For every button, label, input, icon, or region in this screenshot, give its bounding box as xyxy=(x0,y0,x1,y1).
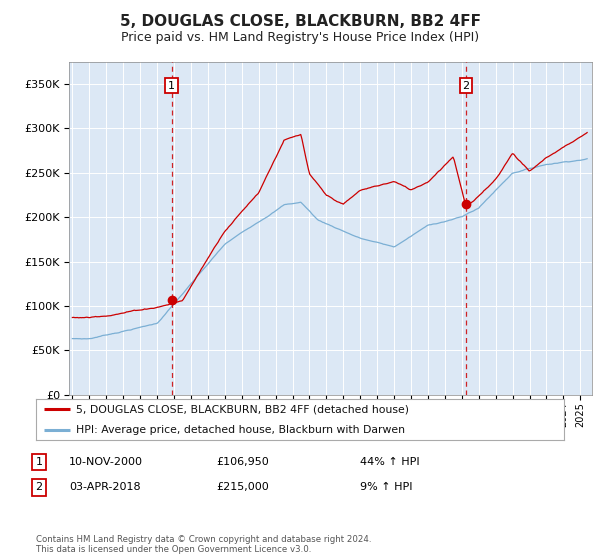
Text: HPI: Average price, detached house, Blackburn with Darwen: HPI: Average price, detached house, Blac… xyxy=(76,424,404,435)
Text: 5, DOUGLAS CLOSE, BLACKBURN, BB2 4FF (detached house): 5, DOUGLAS CLOSE, BLACKBURN, BB2 4FF (de… xyxy=(76,404,409,414)
Text: Price paid vs. HM Land Registry's House Price Index (HPI): Price paid vs. HM Land Registry's House … xyxy=(121,31,479,44)
Text: 2: 2 xyxy=(463,81,470,91)
Text: 44% ↑ HPI: 44% ↑ HPI xyxy=(360,457,419,467)
Text: 9% ↑ HPI: 9% ↑ HPI xyxy=(360,482,413,492)
Text: 5, DOUGLAS CLOSE, BLACKBURN, BB2 4FF: 5, DOUGLAS CLOSE, BLACKBURN, BB2 4FF xyxy=(119,14,481,29)
Text: 2: 2 xyxy=(35,482,43,492)
Text: Contains HM Land Registry data © Crown copyright and database right 2024.
This d: Contains HM Land Registry data © Crown c… xyxy=(36,535,371,554)
Text: 10-NOV-2000: 10-NOV-2000 xyxy=(69,457,143,467)
Text: 1: 1 xyxy=(168,81,175,91)
Text: 03-APR-2018: 03-APR-2018 xyxy=(69,482,140,492)
Text: £106,950: £106,950 xyxy=(216,457,269,467)
Text: 1: 1 xyxy=(35,457,43,467)
Text: £215,000: £215,000 xyxy=(216,482,269,492)
